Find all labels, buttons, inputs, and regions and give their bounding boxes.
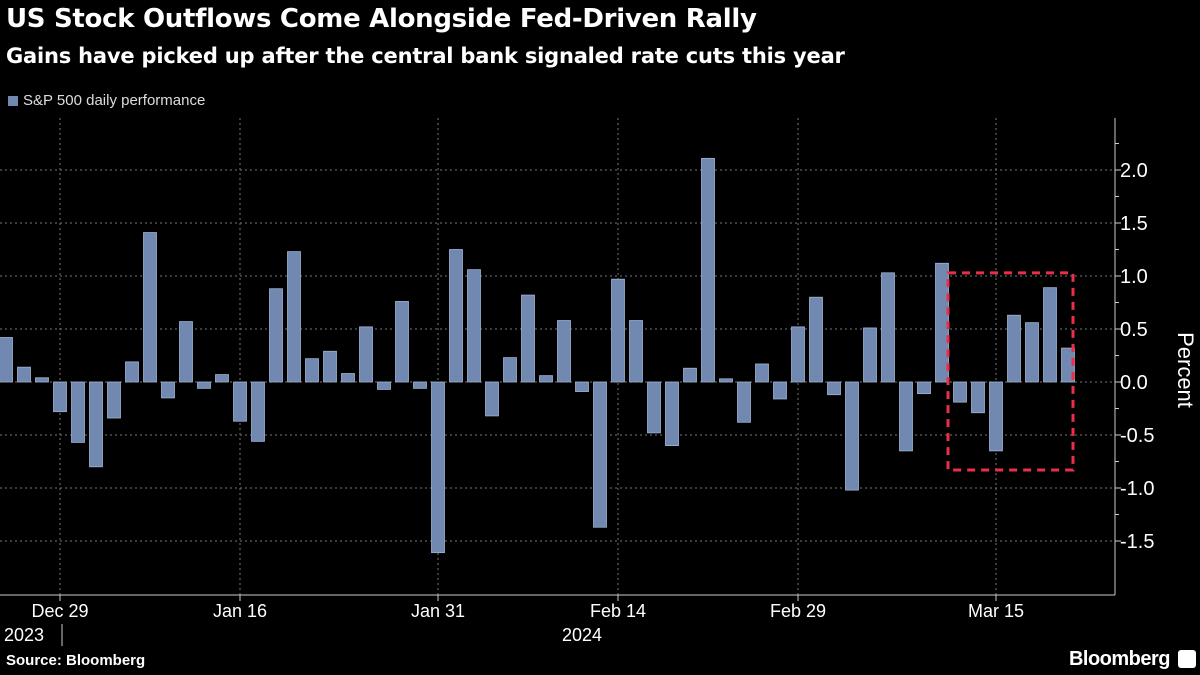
- legend: S&P 500 daily performance: [8, 92, 205, 109]
- y-tick-label: 1.5: [1120, 213, 1148, 235]
- bar: [539, 375, 553, 383]
- bar: [467, 269, 481, 383]
- bar: [305, 358, 319, 383]
- y-tick-label: 2.0: [1120, 160, 1148, 182]
- bloomberg-icon: [1178, 650, 1196, 668]
- bar: [449, 249, 463, 383]
- bar: [323, 350, 337, 383]
- bar: [125, 361, 139, 383]
- bar: [791, 326, 805, 383]
- bar: [161, 381, 175, 399]
- year-label: 2023: [4, 625, 44, 645]
- y-tick-label: 1.0: [1120, 266, 1148, 288]
- bar: [503, 357, 517, 383]
- y-tick-label: -1.0: [1120, 478, 1154, 500]
- bar: [197, 381, 211, 389]
- bar: [557, 320, 571, 383]
- x-tick-label: Jan 16: [213, 601, 267, 621]
- bar: [809, 296, 823, 383]
- x-tick-label: Mar 15: [968, 601, 1024, 621]
- bar: [881, 272, 895, 383]
- bar: [701, 157, 715, 383]
- bar: [485, 381, 499, 417]
- bar: [593, 381, 607, 528]
- bar: [269, 288, 283, 383]
- bar: [575, 381, 589, 392]
- bar: [35, 377, 49, 383]
- bar: [827, 381, 841, 396]
- bar: [1007, 314, 1021, 383]
- y-tick-label: 0.0: [1120, 372, 1148, 394]
- bar: [665, 381, 679, 446]
- bar: [719, 378, 733, 383]
- bar: [899, 381, 913, 452]
- x-tick-label: Feb 14: [590, 601, 646, 621]
- y-tick-label: -0.5: [1120, 425, 1154, 447]
- bar: [971, 381, 985, 414]
- x-tick-label: Feb 29: [770, 601, 826, 621]
- bar: [359, 326, 373, 383]
- bar: [431, 381, 445, 554]
- bar: [1025, 322, 1039, 383]
- bar: [107, 381, 121, 419]
- y-axis-title: Percent: [1173, 332, 1198, 408]
- bar: [341, 373, 355, 383]
- source-note: Source: Bloomberg: [6, 652, 146, 669]
- bar: [395, 301, 409, 383]
- bar: [1043, 287, 1057, 383]
- bar: [917, 381, 931, 395]
- legend-label: S&P 500 daily performance: [23, 92, 206, 109]
- bar: [251, 381, 265, 442]
- bar: [53, 381, 67, 413]
- bar: [233, 381, 247, 422]
- x-tick-label: Dec 29: [31, 601, 88, 621]
- bar: [0, 337, 13, 383]
- bar: [71, 381, 85, 443]
- bar: [683, 367, 697, 383]
- bar: [773, 381, 787, 400]
- bar: [863, 327, 877, 383]
- highlight-box: [946, 271, 1075, 472]
- bar: [629, 320, 643, 383]
- bar: [737, 381, 751, 423]
- bar: [953, 381, 967, 403]
- bar: [143, 232, 157, 383]
- bar: [521, 294, 535, 383]
- bar: [287, 251, 301, 383]
- bar: [377, 381, 391, 390]
- x-tick-label: Jan 31: [411, 601, 465, 621]
- bar: [17, 366, 31, 383]
- y-tick-label: -1.5: [1120, 531, 1154, 553]
- y-tick-label: 0.5: [1120, 319, 1148, 341]
- bar: [989, 381, 1003, 452]
- bar: [179, 321, 193, 383]
- bar: [755, 363, 769, 383]
- chart-subtitle: Gains have picked up after the central b…: [6, 44, 845, 68]
- legend-swatch: [8, 95, 18, 106]
- bar: [89, 381, 103, 468]
- bar: [647, 381, 661, 434]
- bar: [611, 278, 625, 383]
- chart-title: US Stock Outflows Come Alongside Fed-Dri…: [6, 4, 757, 34]
- year-label: 2024: [562, 625, 602, 645]
- brand-logo: Bloomberg: [1068, 648, 1171, 670]
- bar: [413, 381, 427, 389]
- bar: [215, 374, 229, 383]
- bar: [845, 381, 859, 491]
